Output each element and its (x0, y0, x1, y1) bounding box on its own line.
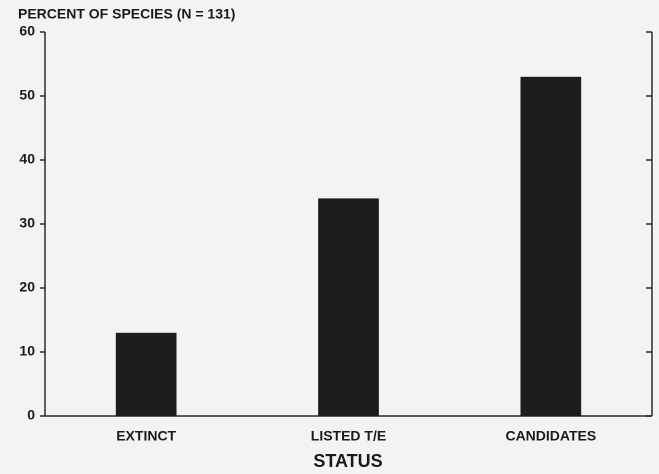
y-tick-label: 0 (27, 407, 35, 423)
x-tick-label: EXTINCT (116, 428, 176, 444)
bar (115, 332, 177, 416)
y-tick-label: 40 (19, 151, 35, 167)
x-tick-label: CANDIDATES (505, 428, 596, 444)
x-tick-label: LISTED T/E (311, 428, 386, 444)
y-tick-label: 20 (19, 279, 35, 295)
bar (318, 198, 379, 416)
y-tick-label: 50 (19, 87, 35, 103)
chart-title: PERCENT OF SPECIES (N = 131) (18, 6, 235, 22)
y-tick-label: 10 (19, 343, 35, 359)
x-axis-label: STATUS (313, 451, 382, 471)
y-tick-label: 30 (19, 215, 35, 231)
y-tick-label: 60 (19, 23, 35, 39)
bar (520, 76, 582, 417)
